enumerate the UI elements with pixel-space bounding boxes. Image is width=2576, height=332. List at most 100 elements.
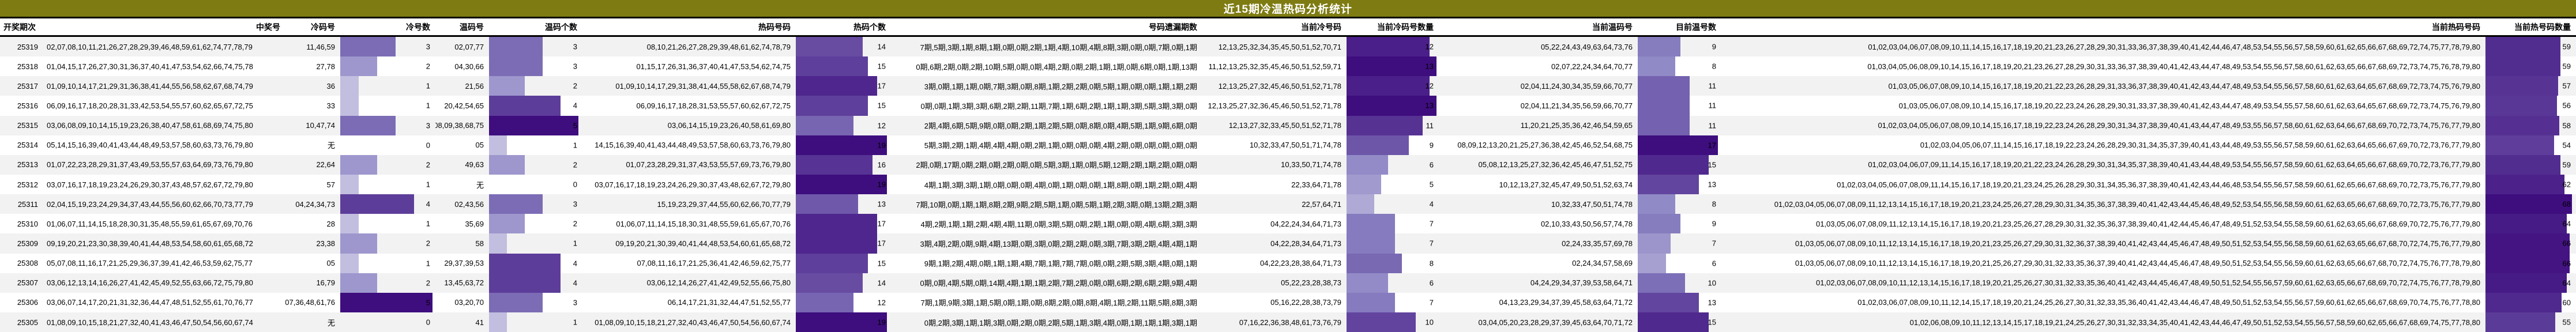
hot_n-value: 14 xyxy=(877,278,886,288)
cell-win: 01,09,10,14,17,21,29,31,36,38,41,44,55,5… xyxy=(47,81,253,90)
page-title-bar: 近15期冷温热码分析统计 xyxy=(0,0,2576,17)
cell-cold_n: 0 xyxy=(340,312,435,332)
cur_hot_n-data-bar xyxy=(2485,233,2570,254)
cur_cold_n-value: 12 xyxy=(1425,81,1434,90)
cur_cold_n-value: 4 xyxy=(1429,199,1434,209)
table-row: 25305 01,08,09,10,15,18,21,27,32,40,41,43… xyxy=(0,312,2576,332)
cell-cur_hot_n: 59 xyxy=(2485,56,2576,77)
hot_n-value: 17 xyxy=(877,239,886,248)
hot_n-value: 13 xyxy=(877,199,886,209)
cell-cur_cold_n: 8 xyxy=(1347,253,1439,273)
cell-cur_cold_n: 6 xyxy=(1347,273,1439,293)
cur_hot_n-value: 59 xyxy=(2562,160,2571,169)
cold_n-value: 1 xyxy=(426,219,430,228)
cell-miss: 0期,0期,4期,5期,0期,14期,4期,1期,1期,2期,7期,2期,0期,… xyxy=(920,279,1197,288)
cur_warm_n-data-bar xyxy=(1638,312,1709,332)
cell-hot_n: 14 xyxy=(796,37,891,57)
cell-cold: 23,38 xyxy=(316,239,335,248)
cold_n-data-bar xyxy=(340,115,396,135)
cell-cur_hot: 01,02,03,06,07,08,09,10,11,12,13,14,15,1… xyxy=(1815,278,2480,288)
cell-cold: 33 xyxy=(326,101,335,110)
cell-cur_cold_n: 13 xyxy=(1347,96,1439,116)
table-row: 25309 09,19,20,21,23,30,38,39,40,41,44,48… xyxy=(0,233,2576,254)
cur_cold_n-data-bar xyxy=(1347,135,1409,155)
cell-cur_hot_n: 54 xyxy=(2485,135,2576,155)
cell-warm: 49,63 xyxy=(465,160,484,169)
cell-cur_cold_n: 7 xyxy=(1347,214,1439,234)
cell-cur_cold: 22,57,64,71 xyxy=(1302,199,1341,209)
warm_n-data-bar xyxy=(489,115,578,135)
cell-period: 25308 xyxy=(17,259,38,268)
cell-hot: 01,15,17,26,31,36,37,40,41,47,53,54,62,7… xyxy=(636,62,791,71)
hot_n-data-bar xyxy=(796,194,858,214)
cell-warm: 04,30,66 xyxy=(454,62,484,71)
table-row: 25319 02,07,08,10,11,21,26,27,28,29,39,46… xyxy=(0,37,2576,57)
cell-cur_cold_n: 7 xyxy=(1347,233,1439,254)
cell-cur_warm_n: 13 xyxy=(1638,174,1721,195)
cell-hot: 01,09,10,14,17,29,31,38,41,44,55,58,62,6… xyxy=(615,81,791,90)
cell-hot: 14,15,16,39,40,41,43,44,48,49,53,57,58,6… xyxy=(595,141,791,150)
cell-cur_cold: 04,22,23,28,38,64,71,73 xyxy=(1260,259,1341,268)
cell-miss: 0期,6期,2期,0期,2期,10期,5期,0期,0期,4期,2期,0期,2期,… xyxy=(916,62,1197,71)
cell-cold_n: 1 xyxy=(340,174,435,195)
header-period: 开奖期次 xyxy=(3,22,36,32)
cell-cur_hot: 01,02,03,04,05,06,07,08,09,11,14,15,16,1… xyxy=(1837,180,2480,189)
hot_n-value: 17 xyxy=(877,219,886,228)
cold_n-value: 4 xyxy=(426,199,430,209)
cell-cur_warm: 04,13,23,29,34,37,39,45,58,63,64,71,72 xyxy=(1499,298,1633,307)
cell-period: 25313 xyxy=(17,160,38,169)
cold_n-value: 0 xyxy=(426,141,430,150)
cell-cur_hot_n: 64 xyxy=(2485,214,2576,234)
cell-cur_warm: 10,12,13,27,32,45,47,49,50,51,52,63,74 xyxy=(1499,180,1633,189)
cell-warm: 无 xyxy=(476,180,484,190)
cell-win: 05,07,08,11,16,17,21,25,29,36,37,39,41,4… xyxy=(47,259,253,268)
cell-miss: 4期,2期,1期,1期,2期,4期,4期,11期,0期,3期,5期,0期,2期,… xyxy=(920,220,1198,229)
cell-cur_cold: 12,13,25,27,32,36,45,46,50,51,52,71,78 xyxy=(1208,101,1341,110)
cur_hot_n-data-bar xyxy=(2485,174,2564,195)
cold_n-data-bar xyxy=(340,214,359,234)
cell-warm_n: 2 xyxy=(489,76,582,96)
cell-warm_n: 1 xyxy=(489,233,582,254)
cell-warm: 02,43,56 xyxy=(454,199,484,209)
hot_n-data-bar xyxy=(796,115,853,135)
header-miss: 号码遗漏期数 xyxy=(1149,22,1197,32)
cur_warm_n-data-bar xyxy=(1638,253,1666,273)
cell-cold_n: 2 xyxy=(340,56,435,77)
cell-cold_n: 1 xyxy=(340,76,435,96)
cell-cold: 无 xyxy=(327,318,335,327)
cur_warm_n-value: 8 xyxy=(1712,199,1716,209)
cur_warm_n-value: 15 xyxy=(1708,160,1716,169)
cur_cold_n-data-bar xyxy=(1347,253,1402,273)
warm_n-value: 2 xyxy=(573,81,577,90)
cell-hot_n: 17 xyxy=(796,76,891,96)
cold_n-value: 3 xyxy=(426,42,430,51)
cell-cur_cold_n: 11 xyxy=(1347,115,1439,135)
cell-miss: 2期,0期,17期,0期,2期,0期,2期,0期,0期,5期,3期,1期,0期,… xyxy=(916,161,1197,170)
cur_cold_n-value: 6 xyxy=(1429,160,1434,169)
warm_n-data-bar xyxy=(489,154,525,175)
warm_n-value: 3 xyxy=(573,199,577,209)
cell-cur_hot: 01,02,06,08,09,10,11,12,13,14,15,17,18,1… xyxy=(1909,318,2480,327)
cold_n-data-bar xyxy=(340,233,377,254)
cell-cur_cold: 05,22,23,28,38,73 xyxy=(1281,278,1341,288)
hot_n-data-bar xyxy=(796,312,887,332)
cell-cur_cold: 04,22,24,34,64,71,73 xyxy=(1270,219,1341,228)
cell-cold: 07,36,48,61,76 xyxy=(285,298,335,307)
table-row: 25311 02,04,15,19,23,24,29,34,37,43,44,55… xyxy=(0,194,2576,214)
cur_warm_n-value: 7 xyxy=(1712,239,1716,248)
cur_warm_n-value: 13 xyxy=(1708,298,1716,307)
cur_hot_n-data-bar xyxy=(2485,115,2559,135)
cur_cold_n-data-bar xyxy=(1347,194,1374,214)
cold_n-data-bar xyxy=(340,96,359,116)
cur_cold_n-data-bar xyxy=(1347,273,1388,293)
cell-cold_n: 1 xyxy=(340,214,435,234)
cur_cold_n-value: 13 xyxy=(1425,101,1434,110)
cell-hot: 06,09,16,17,18,28,31,53,55,57,60,62,67,7… xyxy=(636,101,791,110)
header-hot: 热码号码 xyxy=(758,22,791,32)
cell-warm: 29,37,39,53 xyxy=(444,259,484,268)
cell-hot: 03,06,12,14,26,27,41,42,49,52,55,66,75,8… xyxy=(646,278,791,288)
cur_cold_n-value: 8 xyxy=(1429,259,1434,268)
cell-cold_n: 5 xyxy=(340,292,435,312)
cell-cur_warm: 02,24,34,57,58,69 xyxy=(1572,259,1633,268)
cell-hot: 09,19,20,21,30,39,40,41,44,48,53,54,60,6… xyxy=(615,239,791,248)
